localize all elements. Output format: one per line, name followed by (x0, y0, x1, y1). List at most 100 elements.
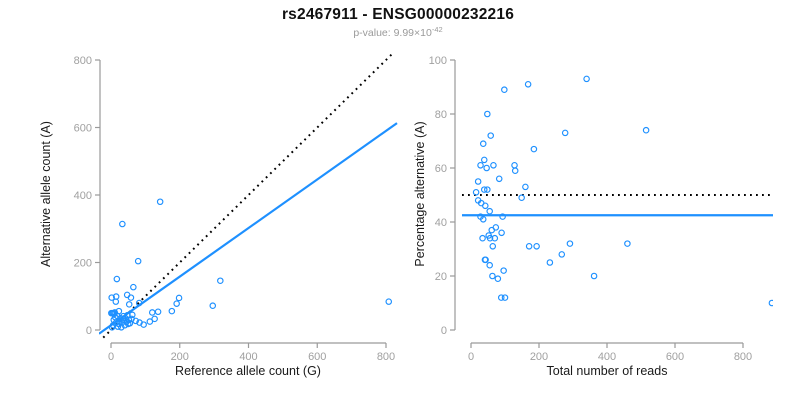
data-point (129, 311, 136, 319)
data-point (486, 207, 493, 215)
left-x-axis-title: Reference allele count (G) (175, 364, 321, 378)
data-point (533, 243, 540, 250)
data-point (486, 261, 493, 269)
data-point (156, 198, 164, 206)
x-tick-label: 0 (468, 351, 474, 363)
x-tick-label: 800 (377, 351, 395, 363)
data-point (500, 267, 507, 274)
data-point (132, 317, 140, 325)
data-point (624, 240, 631, 247)
x-tick-label: 400 (598, 351, 616, 363)
data-point (126, 319, 134, 327)
data-point (472, 189, 480, 196)
data-point (108, 294, 115, 301)
data-point (217, 277, 224, 284)
data-point (518, 194, 525, 201)
y-tick-label: 200 (74, 258, 92, 270)
data-point (499, 213, 506, 220)
data-point (522, 183, 529, 191)
y-tick-label: 100 (429, 55, 447, 67)
data-point (511, 167, 519, 174)
data-point (511, 162, 518, 169)
y-tick-label: 800 (74, 55, 92, 67)
data-point (491, 234, 499, 242)
y-tick-label: 80 (435, 109, 447, 121)
data-point (122, 314, 129, 322)
data-point (642, 126, 650, 134)
data-point (488, 226, 496, 234)
y-tick-label: 40 (435, 217, 447, 229)
y-tick-label: 60 (435, 163, 447, 175)
data-point (482, 256, 489, 264)
identity-line (99, 54, 394, 340)
data-point (583, 75, 590, 83)
data-point (385, 298, 393, 305)
figure-title: rs2467911 - ENSG00000232216 (281, 6, 515, 23)
data-point (108, 324, 116, 331)
data-point (484, 186, 491, 193)
data-point (127, 294, 135, 301)
data-point (115, 320, 122, 328)
pvalue-exponent: -42 (431, 25, 443, 34)
x-tick-label: 600 (666, 351, 684, 363)
data-point (480, 156, 488, 164)
data-point (112, 293, 120, 300)
data-point (148, 309, 156, 316)
y-tick-label: 20 (435, 271, 447, 283)
data-point (130, 283, 137, 291)
data-point (530, 145, 538, 153)
data-point (477, 162, 484, 169)
data-point (125, 301, 133, 308)
data-point (474, 178, 482, 185)
fit-line (99, 122, 398, 335)
right-y-axis-title: Percentage alternative (A) (413, 121, 427, 267)
data-point (494, 275, 502, 282)
y-tick-label: 0 (441, 325, 447, 337)
data-point (768, 299, 773, 307)
left-y-axis-title: Alternative allele count (A) (39, 121, 53, 267)
data-point (119, 220, 126, 228)
data-point (482, 202, 489, 210)
data-point (168, 307, 176, 315)
data-point (558, 251, 566, 258)
x-tick-label: 200 (171, 351, 189, 363)
data-point (123, 291, 131, 299)
data-point (501, 86, 508, 93)
data-point (480, 186, 488, 193)
data-point (118, 319, 126, 326)
data-point (487, 132, 494, 139)
data-point (125, 316, 133, 324)
y-tick-label: 0 (86, 325, 92, 337)
data-point (479, 216, 487, 223)
data-point (479, 140, 487, 147)
data-point (566, 240, 574, 247)
pvalue-text: p-value: 9.99×10 (353, 27, 432, 39)
data-point (484, 110, 491, 118)
y-tick-label: 600 (74, 123, 92, 135)
data-point (113, 275, 121, 283)
data-point (561, 129, 569, 137)
data-point (525, 243, 533, 250)
data-point (495, 175, 503, 183)
y-tick-label: 400 (74, 190, 92, 202)
data-point (489, 243, 497, 250)
data-point (524, 81, 532, 88)
x-tick-label: 200 (530, 351, 548, 363)
data-point (173, 300, 180, 307)
data-point (479, 234, 486, 242)
data-point (546, 259, 554, 266)
data-point (154, 308, 162, 316)
figure-subtitle: p-value: 9.99×10-42 (0, 25, 796, 39)
data-point (175, 294, 183, 302)
data-point (497, 294, 505, 301)
x-tick-label: 800 (734, 351, 752, 363)
data-point (140, 321, 147, 328)
data-point (135, 299, 143, 307)
right-x-axis-title: Total number of reads (546, 364, 668, 378)
data-point (498, 229, 505, 237)
data-point (209, 302, 217, 309)
x-tick-label: 0 (108, 351, 114, 363)
data-point (486, 234, 494, 242)
